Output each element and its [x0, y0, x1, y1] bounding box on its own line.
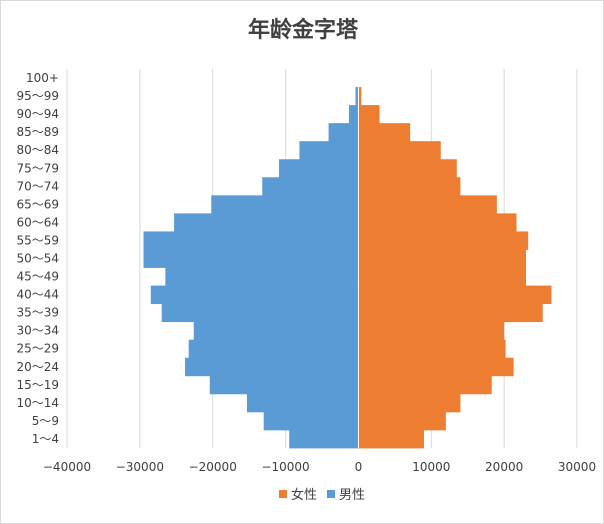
bar-male-17 [328, 123, 359, 142]
bar-male-1 [263, 411, 359, 431]
bar-female-11 [358, 231, 529, 250]
bar-female-17 [358, 123, 411, 142]
y-tick-label-15: 75～79 [16, 161, 59, 175]
x-tick-label-5: 10000 [412, 460, 450, 474]
y-tick-label-14: 70～74 [16, 179, 59, 193]
chart-title: 年龄金字塔 [248, 17, 359, 43]
y-tick-label-13: 65～69 [16, 197, 59, 211]
legend-swatch-female [279, 490, 287, 498]
bar-female-5 [358, 339, 506, 359]
legend-swatch-male [327, 490, 335, 498]
y-tick-label-8: 40～44 [16, 288, 59, 302]
bar-female-8 [358, 285, 552, 305]
bar-female-14 [358, 177, 461, 196]
bar-male-19 [355, 87, 359, 106]
bar-female-1 [358, 411, 446, 431]
bar-male-5 [188, 339, 359, 359]
bar-female-6 [358, 321, 505, 341]
bar-female-13 [358, 195, 497, 214]
bar-female-2 [358, 393, 461, 413]
x-tick-label-1: −30000 [116, 460, 164, 474]
bar-female-18 [358, 105, 380, 124]
x-tick-label-2: −20000 [189, 460, 237, 474]
y-tick-label-0: 1～4 [32, 432, 59, 446]
bar-male-10 [143, 249, 359, 268]
bar-male-6 [193, 321, 359, 341]
y-axis-ticks: 1～4 5～9 10～14 15～19 20～24 25～29 30～34 35～39 40～4… [16, 71, 59, 446]
bar-male-3 [209, 375, 359, 395]
bar-female-3 [358, 375, 492, 395]
y-tick-label-1: 5～9 [32, 414, 59, 428]
y-tick-label-9: 45～49 [16, 270, 59, 284]
bar-male-2 [246, 393, 359, 413]
bar-male-11 [143, 231, 359, 250]
bar-male-12 [174, 213, 359, 232]
legend-label-female[interactable]: 女性 [291, 487, 317, 503]
y-tick-label-6: 30～34 [16, 324, 59, 338]
bar-male-15 [279, 159, 359, 178]
bar-female-16 [358, 141, 441, 160]
bar-male-4 [185, 357, 359, 377]
y-tick-label-17: 85～89 [16, 125, 59, 139]
y-tick-label-4: 20～24 [16, 360, 59, 374]
y-tick-label-11: 55～59 [16, 233, 59, 247]
legend[interactable]: 女性 男性 [279, 487, 365, 503]
y-tick-label-3: 15～19 [16, 378, 59, 392]
x-axis-ticks: −40000 −30000 −20000 −10000 0 10000 20000 30000 [43, 460, 596, 474]
y-tick-label-12: 60～64 [16, 215, 59, 229]
y-tick-label-2: 10～14 [16, 396, 59, 410]
legend-label-male[interactable]: 男性 [339, 488, 365, 503]
y-tick-label-10: 50～54 [16, 252, 59, 266]
bar-female-12 [358, 213, 517, 232]
bar-male-14 [262, 177, 359, 196]
y-tick-label-20: 100+ [26, 71, 59, 85]
bar-female-15 [358, 159, 457, 178]
x-tick-label-4: 0 [355, 460, 363, 474]
bar-female-7 [358, 303, 543, 323]
bars-layer [143, 87, 552, 449]
bar-male-9 [165, 267, 359, 286]
x-tick-label-7: 30000 [558, 460, 596, 474]
y-tick-label-19: 95～99 [16, 89, 59, 103]
x-tick-label-0: −40000 [43, 460, 91, 474]
bar-female-0 [358, 429, 424, 449]
x-tick-label-6: 20000 [485, 460, 523, 474]
y-tick-label-7: 35～39 [16, 306, 59, 320]
bar-male-16 [299, 141, 359, 160]
y-tick-label-18: 90～94 [16, 107, 59, 121]
bar-male-8 [150, 285, 359, 305]
bar-male-13 [211, 195, 359, 214]
y-tick-label-16: 80～84 [16, 143, 59, 157]
bar-female-9 [358, 267, 526, 286]
bar-male-7 [161, 303, 359, 323]
bar-male-0 [289, 429, 359, 449]
x-tick-label-3: −10000 [261, 460, 309, 474]
bar-female-10 [358, 249, 526, 268]
bar-female-4 [358, 357, 514, 377]
bar-female-19 [358, 87, 362, 106]
y-tick-label-5: 25～29 [16, 342, 59, 356]
bar-male-18 [348, 105, 359, 124]
